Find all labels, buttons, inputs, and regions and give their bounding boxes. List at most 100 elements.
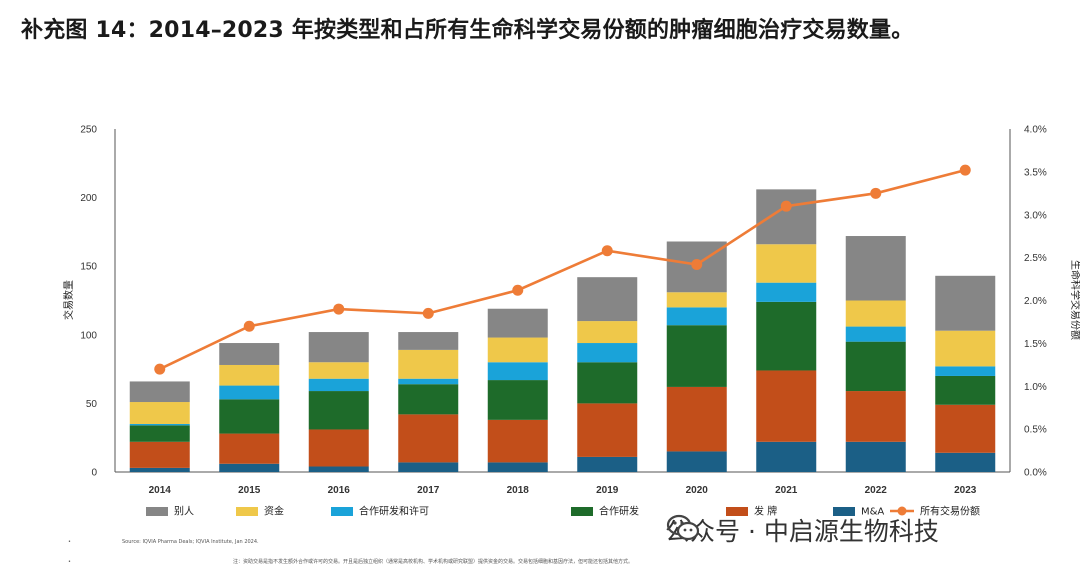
bar-segment: [935, 366, 996, 376]
share-point: [691, 258, 703, 270]
y2-tick-label: 3.5%: [1024, 167, 1047, 178]
bar-segment: [219, 343, 280, 365]
legend-line-marker: [897, 506, 907, 516]
bar-segment: [398, 414, 459, 463]
y2-tick-label: 0.0%: [1024, 468, 1047, 479]
bar-segment: [487, 337, 548, 363]
bar-segment: [756, 244, 817, 283]
x-tick-label: 2018: [507, 485, 530, 496]
bar-segment: [756, 441, 817, 472]
bar-segment: [577, 343, 638, 363]
bar-segment: [577, 362, 638, 404]
y2-tick-label: 2.0%: [1024, 296, 1047, 307]
bar-segment: [577, 321, 638, 344]
y2-tick-label: 1.0%: [1024, 382, 1047, 393]
bar-segment: [487, 462, 548, 472]
legend-label: 资金: [264, 505, 284, 518]
x-tick-label: 2020: [686, 485, 709, 496]
y2-tick-label: 0.5%: [1024, 425, 1047, 436]
bar-segment: [129, 402, 190, 424]
bar-segment: [666, 292, 727, 308]
x-tick-label: 2014: [149, 485, 172, 496]
bar-segment: [308, 466, 369, 472]
share-point: [512, 284, 524, 296]
y-tick-label: 150: [80, 262, 97, 273]
y2-tick-label: 2.5%: [1024, 253, 1047, 264]
y-tick-label: 250: [80, 125, 97, 136]
y-axis-title: 交易数量: [62, 280, 75, 320]
footnote-note: 注：资助交易是指不发生额外合作或许可的交易。开且是后独立组织（通常是高校机构、学…: [233, 558, 633, 565]
footnote-bullet: •: [68, 539, 71, 545]
share-point: [422, 307, 434, 319]
y-tick-label: 0: [91, 468, 97, 479]
legend-label: 所有交易份额: [920, 505, 980, 518]
bar-segment: [219, 433, 280, 464]
share-line: [159, 168, 966, 371]
bar-segment: [398, 462, 459, 472]
bar-segment: [308, 378, 369, 392]
share-point: [870, 187, 882, 199]
legend-label: 发 牌: [754, 505, 777, 518]
y2-axis-title: 生命科学交易份额: [1069, 260, 1080, 340]
bar-segment: [219, 385, 280, 400]
legend-label: 别人: [174, 506, 194, 518]
bar-series: [129, 189, 996, 472]
y-tick-label: 50: [86, 399, 98, 410]
bar-segment: [487, 380, 548, 420]
y2-tick-label: 1.5%: [1024, 339, 1047, 350]
x-tick-label: 2015: [238, 485, 261, 496]
legend-swatch: [236, 507, 258, 516]
bar-segment: [666, 451, 727, 472]
bar-segment: [219, 399, 280, 434]
bar-segment: [219, 463, 280, 472]
bar-segment: [935, 330, 996, 367]
bar-segment: [845, 341, 906, 392]
bar-segment: [577, 277, 638, 322]
bar-segment: [129, 423, 190, 426]
bar-segment: [845, 391, 906, 442]
bar-segment: [845, 300, 906, 327]
x-tick-label: 2016: [328, 485, 351, 496]
bar-segment: [487, 308, 548, 338]
bar-segment: [666, 307, 727, 326]
bar-segment: [756, 282, 817, 302]
bar-segment: [666, 325, 727, 387]
bar-segment: [398, 349, 459, 379]
x-tick-label: 2023: [954, 485, 977, 496]
share-point: [243, 320, 255, 332]
share-point: [333, 303, 345, 315]
bar-segment: [487, 362, 548, 381]
bar-segment: [577, 456, 638, 472]
x-tick-label: 2021: [775, 485, 798, 496]
legend-swatch: [146, 507, 168, 516]
footnote-source: Source: IQVIA Pharma Deals; IQVIA Instit…: [122, 539, 259, 545]
watermark: 公众号 · 中启源生物科技: [665, 510, 939, 550]
legend-swatch: [726, 507, 748, 516]
bar-segment: [487, 419, 548, 463]
bar-segment: [308, 332, 369, 363]
bar-segment: [756, 189, 817, 245]
bar-segment: [577, 403, 638, 457]
legend-label: 合作研发和许可: [359, 505, 429, 518]
y2-tick-label: 4.0%: [1024, 125, 1047, 136]
legend-swatch: [571, 507, 593, 516]
footnotes: • Source: IQVIA Pharma Deals; IQVIA Insti…: [68, 539, 633, 565]
share-point: [959, 164, 971, 176]
legend-label: M&A: [861, 507, 884, 518]
bar-segment: [129, 467, 190, 472]
x-tick-label: 2019: [596, 485, 619, 496]
x-tick-label: 2022: [865, 485, 888, 496]
bar-segment: [219, 364, 280, 386]
wechat-icon: [666, 514, 700, 541]
bar-segment: [935, 275, 996, 331]
bar-segment: [935, 375, 996, 405]
bar-segment: [398, 384, 459, 415]
share-point: [780, 200, 792, 212]
share-point: [154, 363, 166, 375]
bar-segment: [129, 441, 190, 468]
bar-segment: [845, 326, 906, 342]
footnote-bullet: •: [68, 559, 71, 565]
legend-swatch: [331, 507, 353, 516]
legend-label: 合作研发: [599, 505, 639, 518]
